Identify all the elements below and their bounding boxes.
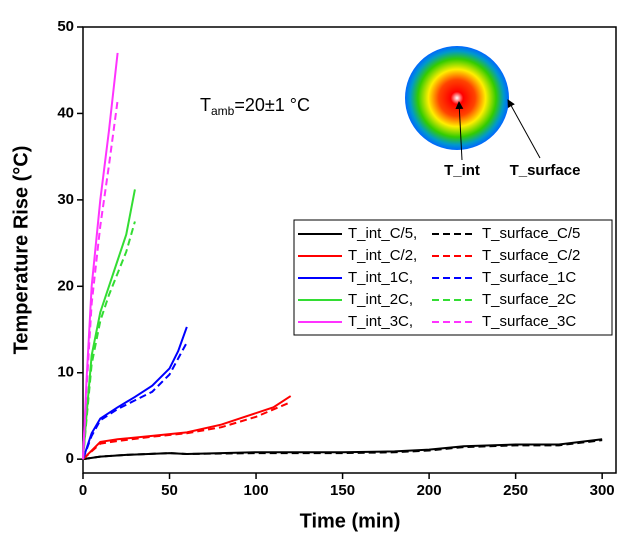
series-line (82, 326, 188, 460)
inset-label: T_int (444, 162, 480, 179)
plot-frame (82, 26, 617, 474)
series-line (82, 439, 603, 461)
inset-label: T_surface (510, 162, 581, 179)
annotation-main: T (200, 95, 211, 115)
annotation: Tamb=20±1 °C (200, 95, 310, 118)
x-tick-label: 150 (330, 482, 355, 499)
y-tick-label: 20 (57, 277, 74, 294)
y-tick-label: 0 (66, 450, 74, 467)
series-line (82, 52, 119, 460)
legend-label: T_int_3C, (348, 313, 413, 330)
arrow (455, 101, 464, 161)
x-tick-label: 100 (244, 482, 269, 499)
legend-label: T_int_C/2, (348, 247, 417, 264)
inset-cell (405, 46, 509, 150)
x-tick-label: 200 (417, 482, 442, 499)
x-tick-label: 300 (590, 482, 615, 499)
legend (293, 219, 613, 336)
series-line (82, 100, 119, 460)
y-tick-label: 10 (57, 364, 74, 381)
series-line (82, 395, 292, 460)
legend-label: T_surface_C/5 (482, 225, 580, 242)
x-tick-label: 0 (79, 482, 87, 499)
arrow (507, 99, 541, 159)
annotation-sub: amb (211, 104, 235, 118)
legend-label: T_int_1C, (348, 269, 413, 286)
series-line (82, 221, 136, 460)
legend-label: T_int_C/5, (348, 225, 417, 242)
series-line (82, 438, 603, 461)
legend-label: T_int_2C, (348, 291, 413, 308)
series-line (82, 342, 188, 460)
x-tick-label: 50 (161, 482, 178, 499)
legend-label: T_surface_1C (482, 269, 576, 286)
series-line (82, 189, 136, 460)
annotation-rest: =20±1 °C (234, 95, 310, 115)
series-line (82, 401, 292, 460)
y-axis-label: Temperature Rise (°C) (10, 146, 32, 355)
legend-label: T_surface_C/2 (482, 247, 580, 264)
x-tick-label: 250 (503, 482, 528, 499)
y-tick-label: 40 (57, 104, 74, 121)
y-tick-label: 30 (57, 191, 74, 208)
legend-label: T_surface_2C (482, 291, 576, 308)
x-axis-label: Time (min) (300, 510, 401, 532)
y-tick-label: 50 (57, 18, 74, 35)
legend-label: T_surface_3C (482, 313, 576, 330)
